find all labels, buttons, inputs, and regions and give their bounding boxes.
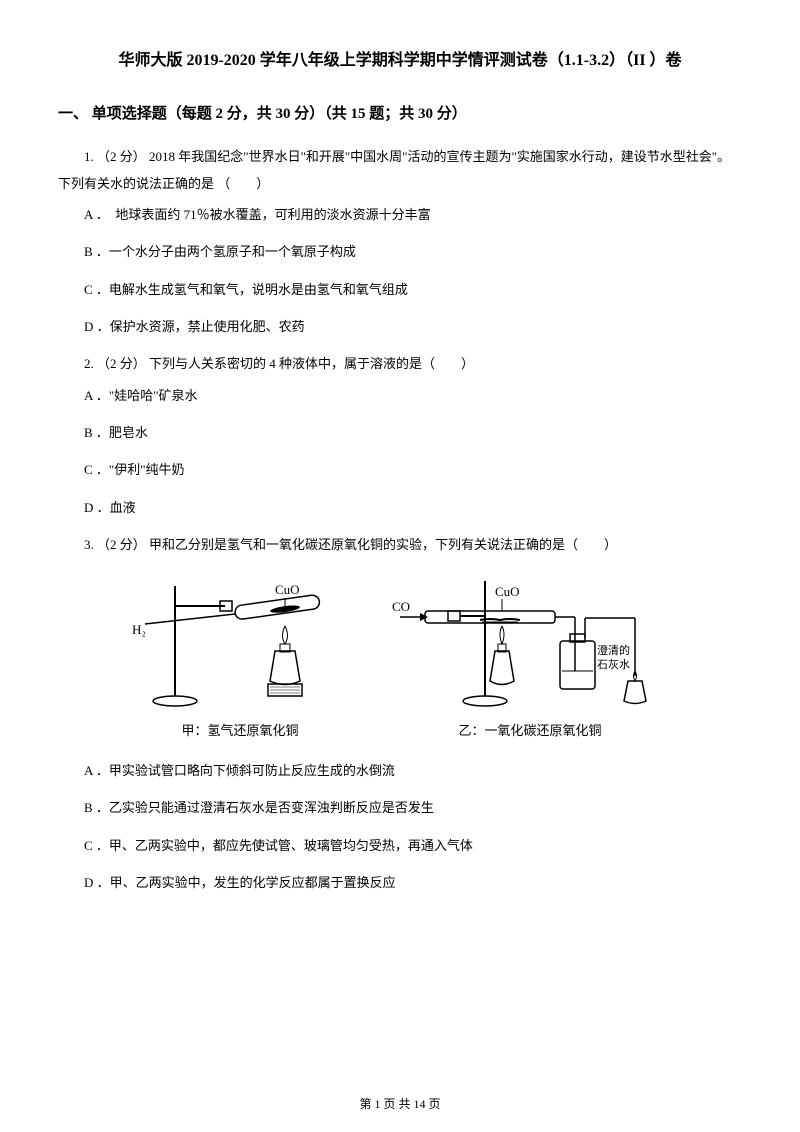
q3-option-a: A ．甲实验试管口略向下倾斜可防止反应生成的水倒流 <box>58 757 742 784</box>
q3-option-d: D ．甲、乙两实验中，发生的化学反应都属于置换反应 <box>58 869 742 896</box>
q1-number: 1. <box>84 149 94 164</box>
q2-number: 2. <box>84 356 94 371</box>
q3-points: （2 分） <box>97 537 146 552</box>
question-2: 2. （2 分） 下列与人关系密切的 4 种液体中，属于溶液的是（ ） <box>58 350 742 377</box>
q2-option-c: C ．"伊利"纯牛奶 <box>58 456 742 483</box>
q2-option-a: A ．"娃哈哈"矿泉水 <box>58 382 742 409</box>
diagram-right: CO CuO 澄清的 石灰水 乙：一氧 <box>390 576 670 739</box>
label-lime-2: 石灰水 <box>597 657 630 671</box>
q2-option-d: D ．血液 <box>58 494 742 521</box>
q1-points: （2 分） <box>97 149 146 164</box>
q1-text: 2018 年我国纪念"世界水日"和开展"中国水周"活动的宣传主题为"实施国家水行… <box>58 149 730 191</box>
q3-text: 甲和乙分别是氢气和一氧化碳还原氧化铜的实验，下列有关说法正确的是（ ） <box>149 537 617 552</box>
diagram-left-svg: H₂ CuO <box>130 576 350 716</box>
diagram-container: H₂ CuO 甲：氢气还原氧化铜 <box>58 576 742 739</box>
label-cuo-left: CuO <box>275 582 300 597</box>
q2-text: 下列与人关系密切的 4 种液体中，属于溶液的是（ ） <box>149 356 474 371</box>
q3-option-b: B ．乙实验只能通过澄清石灰水是否变浑浊判断反应是否发生 <box>58 794 742 821</box>
label-lime-1: 澄清的 <box>597 643 630 657</box>
diagram-left-caption: 甲：氢气还原氧化铜 <box>181 720 298 739</box>
q2-points: （2 分） <box>97 356 146 371</box>
question-3: 3. （2 分） 甲和乙分别是氢气和一氧化碳还原氧化铜的实验，下列有关说法正确的… <box>58 531 742 558</box>
q2-option-b: B ．肥皂水 <box>58 419 742 446</box>
section-header: 一、 单项选择题（每题 2 分，共 30 分）（共 15 题；共 30 分） <box>58 102 742 123</box>
q1-option-a: A ． 地球表面约 71％被水覆盖，可利用的淡水资源十分丰富 <box>58 201 742 228</box>
page-title: 华师大版 2019-2020 学年八年级上学期科学期中学情评测试卷（1.1-3.… <box>58 48 742 74</box>
label-h2: H₂ <box>132 622 146 637</box>
q1-option-b: B ．一个水分子由两个氢原子和一个氧原子构成 <box>58 238 742 265</box>
label-cuo-right: CuO <box>495 584 520 599</box>
diagram-right-caption: 乙：一氧化碳还原氧化铜 <box>458 720 601 739</box>
q3-number: 3. <box>84 537 94 552</box>
q1-option-c: C ．电解水生成氢气和氧气，说明水是由氢气和氧气组成 <box>58 276 742 303</box>
q3-option-c: C ．甲、乙两实验中，都应先使试管、玻璃管均匀受热，再通入气体 <box>58 832 742 859</box>
diagram-left: H₂ CuO 甲：氢气还原氧化铜 <box>130 576 350 739</box>
question-1: 1. （2 分） 2018 年我国纪念"世界水日"和开展"中国水周"活动的宣传主… <box>58 143 742 198</box>
label-co: CO <box>392 599 410 614</box>
page-footer: 第 1 页 共 14 页 <box>0 1095 800 1112</box>
q1-option-d: D ．保护水资源，禁止使用化肥、农药 <box>58 313 742 340</box>
diagram-right-svg: CO CuO 澄清的 石灰水 <box>390 576 670 716</box>
